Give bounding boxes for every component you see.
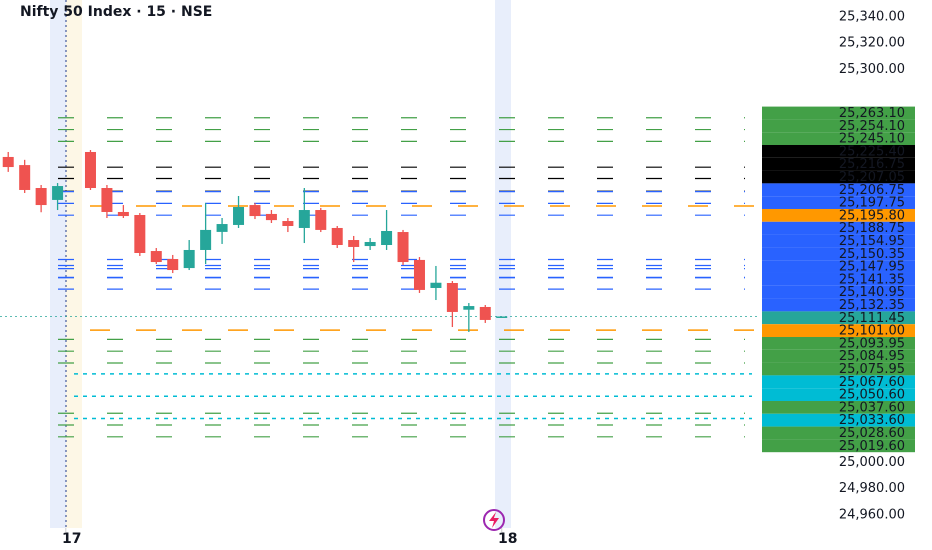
level-label: 25,140.95 [839,285,905,300]
level-label-box [762,298,915,312]
level-label: 25,197.75 [839,196,905,211]
candle-body [52,186,64,200]
level-label: 25,207.05 [839,170,905,185]
level-label: 25,147.95 [839,260,905,275]
level-label: 25,216.75 [839,157,905,172]
level-label: 25,225.40 [839,144,905,159]
level-label: 25,075.95 [839,362,905,377]
y-tick-label: 24,960.00 [839,507,905,522]
x-tick-label: 18 [498,531,517,547]
level-label-box [762,439,915,453]
level-label-box [762,413,915,427]
level-label-box [762,426,915,440]
level-label: 25,154.95 [839,234,905,249]
level-label-box [762,375,915,389]
candle-body [134,214,146,253]
level-label: 25,132.35 [839,298,905,313]
candle-body [183,249,195,269]
level-label: 25,028.60 [839,426,905,441]
level-label-box [762,260,915,273]
level-label-box [762,208,915,222]
level-label-box [762,132,915,145]
candle-body [200,229,212,250]
level-label-box [762,311,915,325]
candle-body [496,316,508,318]
logo-icon [483,509,505,531]
session-band [66,0,82,528]
level-label: 25,206.75 [839,183,905,198]
level-label: 25,084.95 [839,349,905,364]
candle-body [430,282,442,288]
level-label-box [762,388,915,401]
candle-body [413,259,425,290]
level-label: 25,111.45 [839,311,905,326]
y-tick-label: 25,300.00 [839,62,905,77]
candle-body [381,230,393,246]
level-label-box [762,170,915,184]
level-label: 25,245.10 [839,132,905,147]
candle-body [35,188,47,206]
candle-body [282,221,294,227]
level-label: 25,019.60 [839,439,905,454]
level-label-box [762,221,915,235]
candle-body [331,227,343,246]
level-label-box [762,106,915,120]
level-label: 25,033.60 [839,413,905,428]
level-label: 25,093.95 [839,336,905,351]
candle-body [2,156,14,168]
candle-body [101,188,113,212]
y-tick-label: 24,980.00 [839,481,905,496]
level-label-box [762,144,915,158]
candle-body [167,259,179,271]
level-label: 25,141.35 [839,272,905,287]
candle-body [19,165,31,190]
level-label: 25,101.00 [839,324,905,339]
candle-body [446,282,458,312]
y-tick-label: 25,320.00 [839,36,905,51]
candle-body [233,207,245,225]
candle-body [216,224,228,232]
level-label-box [762,285,915,299]
x-tick-label: 17 [62,531,81,547]
candle-body [249,205,261,217]
level-label: 25,188.75 [839,221,905,236]
candle-body [117,211,129,217]
level-label: 25,067.60 [839,375,905,390]
level-label: 25,050.60 [839,388,905,403]
candle-body [298,210,310,228]
level-label: 25,263.10 [839,106,905,121]
candle-body [479,306,491,320]
level-label-box [762,157,915,171]
chart-title: Nifty 50 Index · 15 · NSE [20,4,212,20]
level-label-box [762,183,915,197]
level-label-box [762,324,915,337]
level-label-box [762,247,915,261]
level-label-box [762,349,915,363]
y-tick-label: 25,000.00 [839,455,905,470]
y-tick-label: 25,340.00 [839,10,905,25]
candle-body [364,241,376,247]
candle-body [150,251,162,263]
candle-body [265,213,277,221]
level-label-box [762,272,915,286]
candle-body [397,232,409,263]
level-label: 25,150.35 [839,247,905,262]
level-label: 25,254.10 [839,119,905,134]
candle-body [463,306,475,310]
candle-body [315,210,327,230]
level-label-box [762,234,915,248]
candle-body [348,240,360,247]
candle-body [84,151,96,189]
session-band [495,0,511,528]
level-label-box [762,336,915,350]
level-label: 25,037.60 [839,400,905,415]
level-label-box [762,119,915,133]
level-label-box [762,362,915,376]
level-label: 25,195.80 [839,208,905,223]
level-label-box [762,400,915,414]
level-label-box [762,196,915,209]
